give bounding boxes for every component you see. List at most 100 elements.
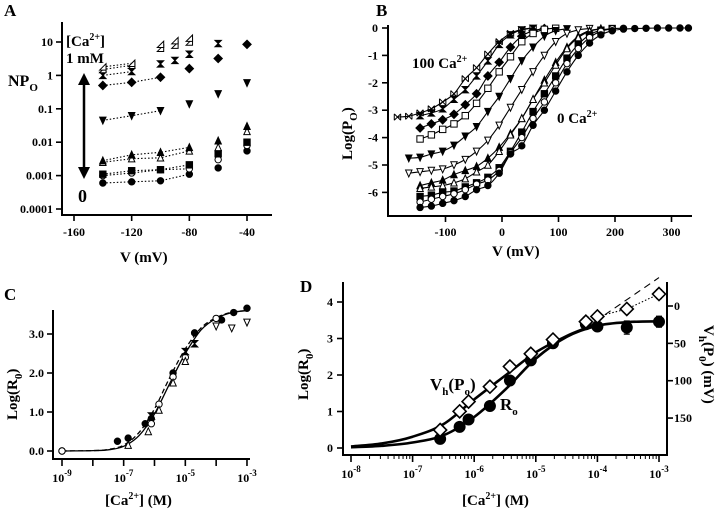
panel-a-axes — [61, 22, 272, 216]
data-point-series-7 — [97, 80, 108, 91]
data-point-series-4 — [495, 68, 503, 76]
panel-c-ylabel: Log(R0) — [5, 369, 25, 420]
data-point-series-6 — [438, 165, 447, 174]
panel-b-ylabel: Log(PO) — [340, 107, 360, 160]
data-point-series-11 — [427, 202, 436, 210]
panel-c-ticks: 10-9 10-7 10-5 10-3 0.0 1.0 2.0 3.0 — [29, 327, 257, 485]
y-tick-label: 0.01 — [32, 135, 53, 149]
data-point-series-7 — [184, 63, 195, 74]
fit-line-series-1 — [102, 173, 190, 184]
data-point-series-6 — [427, 166, 436, 176]
x-tick-label: 10-7 — [114, 468, 134, 485]
fit-line-series-8 — [102, 71, 132, 76]
data-point-series-8 — [562, 43, 571, 53]
data-point-ro — [462, 413, 475, 426]
x-tick-label: -120 — [121, 225, 143, 239]
data-point-series-8 — [529, 94, 538, 103]
data-point-series-5 — [227, 324, 236, 334]
data-point-series-3 — [460, 99, 471, 110]
panel-d-ticks: 10-8 10-7 10-6 10-5 10-4 10-3 0 1 2 3 4 0 50 100 150 — [327, 295, 692, 481]
data-point-series-5 — [562, 25, 571, 34]
data-point-series-6 — [551, 38, 560, 47]
panel-b-xlabel: V (mV) — [492, 244, 540, 260]
data-point-series-4 — [243, 126, 251, 136]
data-point-series-5 — [243, 121, 251, 130]
data-point-ro — [653, 315, 665, 328]
data-point-series-6 — [404, 169, 413, 179]
data-point-series-6 — [506, 103, 515, 113]
data-point-series-6 — [529, 68, 538, 77]
data-point-series-11 — [551, 87, 560, 95]
panel-a-data — [97, 33, 252, 187]
data-point-series-1 — [484, 50, 492, 58]
data-point-series-9 — [156, 43, 165, 52]
data-point-series-5 — [214, 135, 223, 145]
data-point-vh — [451, 403, 468, 419]
data-point-series-3 — [181, 356, 190, 365]
x-tick-label: -100 — [435, 225, 457, 239]
y-tick-label: 2.0 — [29, 366, 44, 380]
panel-d-vh-label: Vh(Po) — [430, 375, 476, 398]
data-point-series-6 — [416, 168, 425, 177]
data-point-series-11 — [438, 199, 447, 208]
data-point-series-4 — [427, 131, 436, 139]
data-point-series-6 — [495, 121, 504, 131]
data-point-series-1 — [99, 179, 107, 187]
data-point-series-3 — [243, 138, 251, 146]
data-point-series-11 — [653, 24, 662, 32]
data-point-vh — [523, 346, 539, 362]
data-point-vh — [578, 314, 594, 330]
right-y-tick-label: 100 — [674, 374, 692, 388]
y-tick-label: -1 — [368, 48, 378, 62]
y-tick-label: 0.001 — [26, 169, 53, 183]
data-point-series-2 — [438, 105, 448, 113]
data-point-series-5 — [404, 154, 413, 164]
data-point-series-5 — [517, 57, 526, 66]
data-point-series-6 — [562, 29, 571, 39]
data-point-series-10 — [438, 192, 447, 201]
data-point-series-2 — [494, 40, 504, 49]
data-point-series-8 — [472, 166, 481, 176]
x-tick-label: -160 — [63, 225, 85, 239]
data-point-series-3 — [214, 150, 222, 158]
y-tick-label: 1.0 — [29, 405, 44, 419]
panel-c-chart: 10-9 10-7 10-5 10-30.01.02.03.0 [Ca2+] (M) … — [5, 304, 257, 509]
data-point-series-8 — [427, 182, 436, 191]
y-tick-label: -3 — [368, 103, 378, 117]
data-point-series-11 — [518, 142, 526, 150]
fit-line-series-9 — [102, 64, 132, 71]
y-tick-label: 0 — [372, 21, 378, 35]
panel-d-axes — [342, 282, 668, 456]
data-point-series-9 — [170, 40, 179, 49]
data-point-series-3 — [494, 57, 505, 68]
data-point-series-11 — [574, 51, 582, 60]
data-point-series-10 — [518, 133, 526, 142]
data-point-series-7 — [242, 39, 252, 50]
data-point-series-5 — [242, 318, 251, 328]
data-point-series-11 — [563, 68, 571, 76]
data-point-series-11 — [495, 169, 503, 177]
data-point-series-11 — [416, 203, 424, 212]
data-point-series-4 — [529, 29, 537, 38]
data-point-series-7 — [213, 53, 224, 64]
right-y-tick-label: 150 — [674, 411, 692, 425]
data-point-series-11 — [619, 25, 628, 33]
y-tick-label: -6 — [368, 185, 378, 199]
data-point-series-1 — [427, 105, 436, 113]
data-point-series-6 — [472, 147, 481, 157]
data-point-series-11 — [676, 24, 684, 32]
data-point-series-4 — [540, 25, 549, 34]
panel-a-xlabel: V (mV) — [120, 250, 168, 266]
data-point-series-4 — [450, 120, 458, 128]
data-point-series-8 — [495, 146, 504, 155]
panel-a-high-ca-label: 1 mM — [66, 51, 104, 67]
fit-curve-left — [350, 320, 660, 449]
data-point-series-8 — [551, 60, 560, 69]
data-point-series-2 — [483, 57, 493, 65]
data-point-series-8 — [449, 177, 458, 187]
y-tick-label: 0.0 — [29, 444, 44, 458]
data-point-series-3 — [155, 405, 163, 414]
panel-d-left-ylabel: Log(R0) — [296, 349, 316, 400]
panel-d-right-ylabel: Vh(P0) (mV) — [696, 325, 716, 404]
